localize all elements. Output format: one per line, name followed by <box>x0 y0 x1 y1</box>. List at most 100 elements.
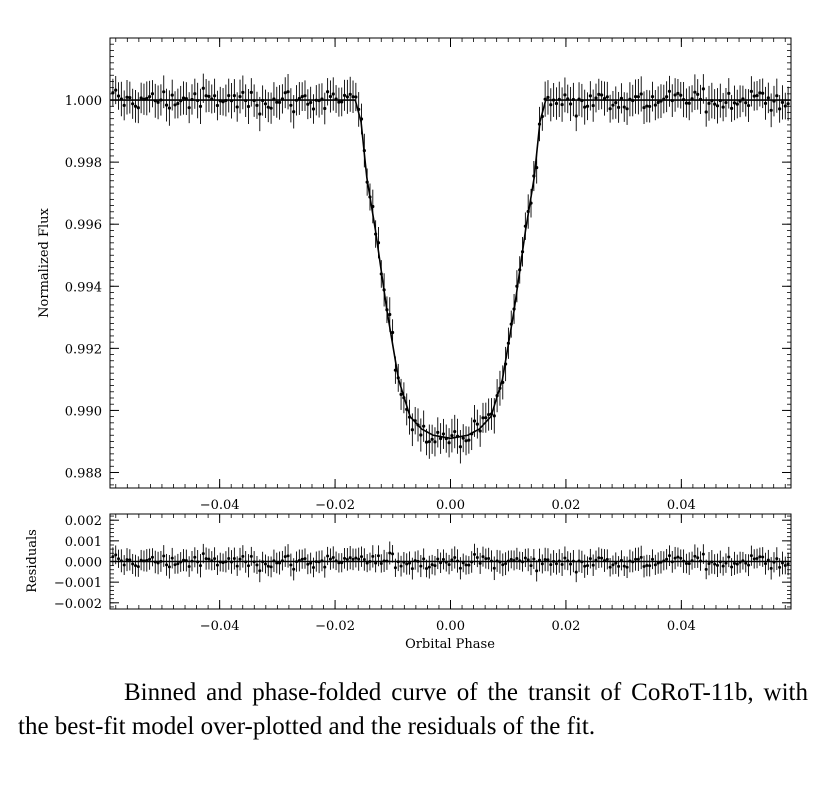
flux-data-point <box>619 96 624 100</box>
flux-data-point <box>212 94 217 98</box>
residual-data-point <box>566 559 570 563</box>
flux-data-point <box>665 95 669 99</box>
flux-data-point <box>464 439 468 443</box>
figure-caption: Binned and phase-folded curve of the tra… <box>18 679 808 740</box>
flux-data-point <box>306 102 310 106</box>
flux-data-point <box>328 94 333 99</box>
flux-data-point <box>351 95 355 99</box>
flux-data-point <box>337 100 341 104</box>
residual-data-point <box>263 562 267 566</box>
residuals-y-axis-title: Residuals <box>25 529 40 593</box>
residual-data-point <box>221 561 225 565</box>
flux-data-point <box>246 104 251 109</box>
flux-data-point <box>277 100 282 104</box>
flux-data-point <box>164 103 169 107</box>
flux-data-point <box>221 100 225 104</box>
residual-data-point <box>176 562 180 566</box>
flux-data-point <box>128 95 132 100</box>
residual-data-point <box>597 556 601 560</box>
residual-data-point <box>766 558 770 562</box>
residual-data-point <box>391 552 395 556</box>
main-panel: −0.04 −0.02 0.00 0.02 0.04 0.9880.9900.9920.… <box>37 37 792 513</box>
residual-data-point <box>182 558 186 562</box>
residual-data-point <box>196 560 200 564</box>
residual-data-point <box>602 558 606 562</box>
residual-data-point <box>679 556 683 560</box>
residual-data-point <box>535 569 539 573</box>
flux-data-point <box>430 437 434 441</box>
residual-data-point <box>574 570 578 574</box>
flux-data-point <box>591 104 595 108</box>
residual-data-point <box>696 556 700 560</box>
residual-data-point <box>198 564 202 568</box>
flux-data-point <box>215 103 220 108</box>
residual-data-point <box>667 554 671 558</box>
residual-data-point <box>699 559 703 563</box>
residuals-x-ticks: −0.04 −0.02 0.00 0.02 0.04 <box>115 514 786 634</box>
residual-data-point <box>557 559 561 563</box>
residuals-data-points <box>111 551 790 574</box>
flux-data-point <box>207 94 211 99</box>
flux-data-point <box>125 95 129 99</box>
residual-data-point <box>710 560 714 564</box>
residual-data-point <box>526 558 530 562</box>
flux-data-point <box>786 102 790 106</box>
residual-data-point <box>238 557 242 561</box>
main-y-tick-label: 0.998 <box>65 156 102 171</box>
flux-data-point <box>388 312 392 317</box>
residual-data-point <box>125 558 129 562</box>
flux-data-point <box>342 93 347 97</box>
residual-data-point <box>368 560 372 564</box>
residual-data-point <box>755 557 759 561</box>
flux-data-point <box>167 106 171 110</box>
flux-data-point <box>684 101 689 105</box>
main-x-tick-label: −0.02 <box>315 498 355 513</box>
residual-data-point <box>631 560 635 564</box>
residuals-x-axis-title: Orbital Phase <box>405 637 495 652</box>
residual-data-point <box>345 557 349 561</box>
flux-data-point <box>458 445 462 449</box>
residual-data-point <box>670 560 674 564</box>
residual-data-point <box>625 565 629 569</box>
residual-data-point <box>416 559 420 563</box>
flux-data-point <box>560 102 564 107</box>
flux-data-point <box>475 422 479 426</box>
residual-data-point <box>617 564 621 568</box>
residual-data-point <box>354 556 358 560</box>
main-y-tick-label: 0.990 <box>65 404 102 419</box>
flux-data-point <box>746 103 751 108</box>
main-x-tick-label: −0.04 <box>200 498 240 513</box>
residual-data-point <box>521 560 525 564</box>
residual-data-point <box>131 562 135 566</box>
residual-data-point <box>738 560 742 564</box>
residual-data-point <box>586 564 590 568</box>
residual-data-point <box>405 562 409 566</box>
flux-data-point <box>769 108 773 112</box>
flux-data-point <box>549 103 553 107</box>
residual-data-point <box>376 554 380 558</box>
residual-data-point <box>365 561 369 565</box>
residual-data-point <box>408 561 412 565</box>
residual-data-point <box>227 556 231 560</box>
residual-data-point <box>515 556 519 560</box>
flux-data-point <box>642 106 646 110</box>
flux-data-point <box>732 101 737 105</box>
flux-data-point <box>704 110 708 114</box>
residual-data-point <box>639 555 643 559</box>
residual-data-point <box>563 556 567 560</box>
residual-data-point <box>210 559 214 563</box>
residual-data-point <box>492 566 496 570</box>
residual-data-point <box>707 562 711 566</box>
residual-data-point <box>128 558 132 562</box>
residual-data-point <box>393 566 397 570</box>
residual-data-point <box>328 557 332 561</box>
residual-data-point <box>540 562 544 566</box>
flux-data-point <box>492 414 496 418</box>
flux-data-point <box>232 94 236 98</box>
residual-data-point <box>340 561 344 565</box>
residual-data-point <box>232 557 236 561</box>
residual-data-point <box>422 557 426 561</box>
residual-data-point <box>173 563 177 567</box>
residual-data-point <box>374 561 378 565</box>
residual-data-point <box>775 557 779 561</box>
